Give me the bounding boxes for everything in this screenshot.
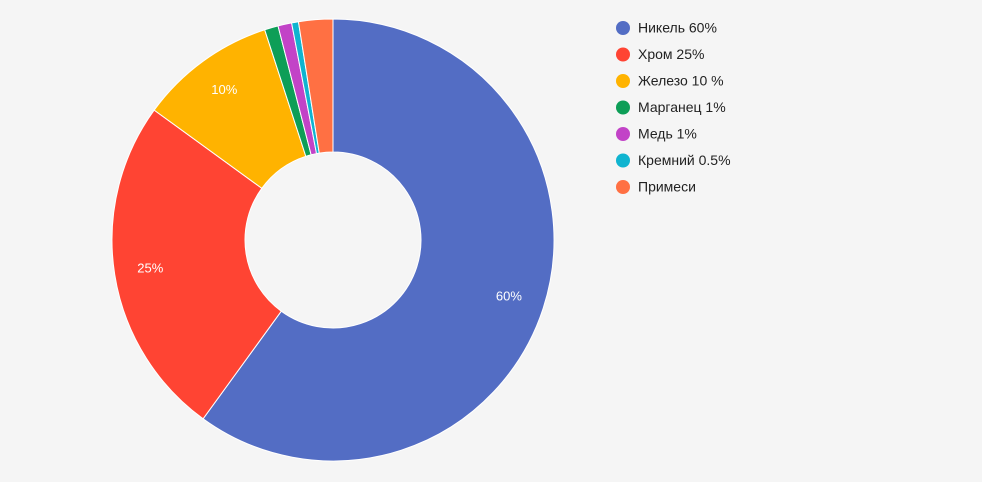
legend-marker [616, 47, 630, 62]
legend-label: Кремний 0.5% [638, 152, 731, 168]
legend-label: Железо 10 % [638, 73, 724, 89]
slice [202, 18, 555, 462]
legend-marker [616, 180, 630, 194]
legend-marker [616, 153, 630, 168]
legend-label: Марганец 1% [638, 99, 726, 115]
legend-label: Никель 60% [638, 20, 717, 36]
legend-marker [616, 21, 630, 35]
slice [297, 18, 334, 154]
slice [111, 109, 282, 420]
data-label: 25% [137, 260, 163, 275]
data-label: 10% [211, 82, 237, 97]
legend-marker [616, 74, 630, 88]
legend-marker [616, 127, 630, 141]
data-label: 60% [496, 289, 522, 304]
legend-label: Хром 25% [638, 46, 704, 62]
legend-marker [616, 100, 630, 115]
legend-label: Примеси [638, 179, 696, 195]
legend-label: Медь 1% [638, 126, 697, 142]
